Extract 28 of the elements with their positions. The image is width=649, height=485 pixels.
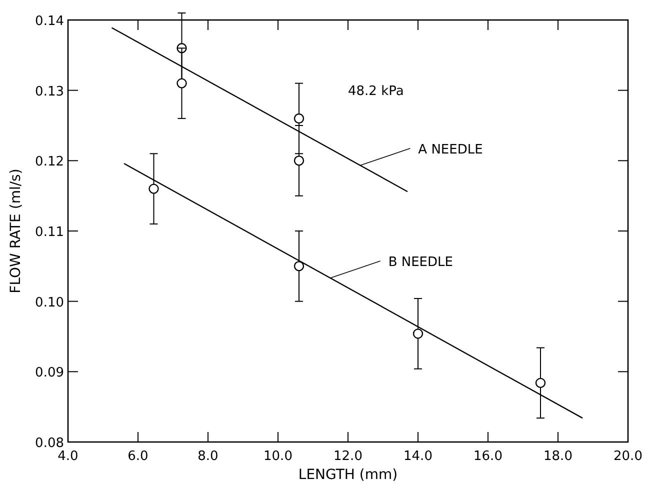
y-axis-title: FLOW RATE (ml/s) (8, 168, 24, 294)
x-tick-label: 20.0 (614, 449, 642, 464)
x-tick-label: 8.0 (198, 449, 218, 464)
x-tick-label: 6.0 (128, 449, 148, 464)
point (535, 378, 546, 388)
x-tick-label: 4.0 (58, 449, 78, 464)
y-tick-label: 0.08 (35, 436, 64, 451)
legend-label: A NEEDLE (418, 142, 483, 158)
x-tick-label: 18.0 (544, 449, 572, 464)
x-tick-label: 14.0 (404, 449, 432, 464)
point (294, 261, 304, 272)
point (412, 328, 424, 339)
x-axis-title: LENGTH (mm) (298, 467, 398, 483)
y-tick-label: 0.11 (35, 225, 64, 240)
legend-label: B NEEDLE (388, 255, 453, 270)
y-tick-label: 0.12 (35, 154, 64, 170)
annotation: 48.2 kPa (348, 84, 404, 99)
y-tick-label: 0.14 (35, 14, 64, 29)
x-tick-label: 10.0 (264, 449, 292, 464)
point (148, 184, 159, 194)
point (176, 78, 187, 88)
y-tick-label: 0.13 (35, 84, 64, 100)
y-tick-label: 0.09 (35, 366, 64, 381)
x-tick-label: 16.0 (474, 449, 502, 464)
point (294, 113, 304, 124)
y-tick-label: 0.10 (35, 295, 64, 310)
point (294, 156, 304, 166)
x-tick-label: 12.0 (334, 449, 362, 464)
